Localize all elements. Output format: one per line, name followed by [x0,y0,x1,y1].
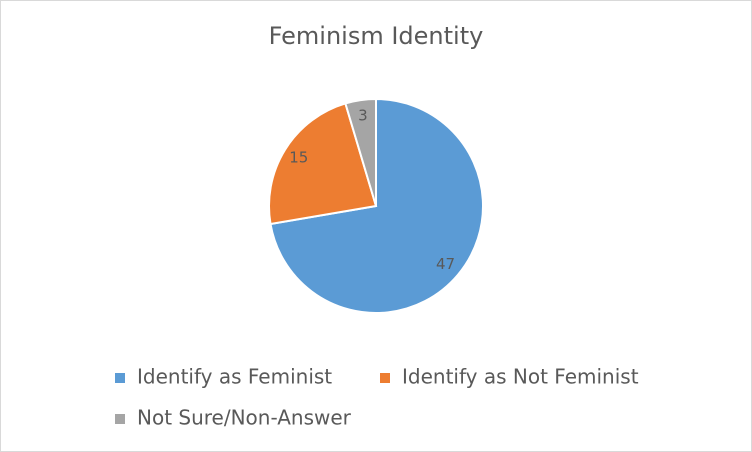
chart-title: Feminism Identity [269,22,484,50]
legend-marker [115,373,125,383]
legend-label: Identify as Not Feminist [402,365,639,389]
legend-label: Not Sure/Non-Answer [137,406,352,430]
pie-slice [344,97,377,207]
data-label: 15 [289,149,308,167]
data-label: 3 [358,107,368,125]
legend-marker [380,373,390,383]
data-label: 47 [436,255,455,273]
legend-marker [115,414,125,424]
pie-slice [268,102,378,226]
legend-label: Identify as Feminist [137,365,332,389]
